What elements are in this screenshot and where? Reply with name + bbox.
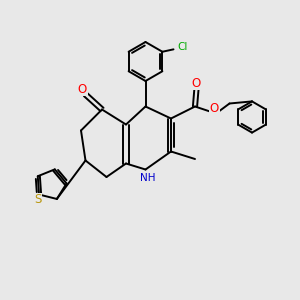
Text: O: O — [78, 82, 87, 96]
Text: O: O — [210, 102, 219, 116]
Text: S: S — [34, 194, 41, 206]
Text: Cl: Cl — [177, 42, 188, 52]
Text: O: O — [192, 76, 201, 90]
Text: NH: NH — [140, 173, 156, 183]
